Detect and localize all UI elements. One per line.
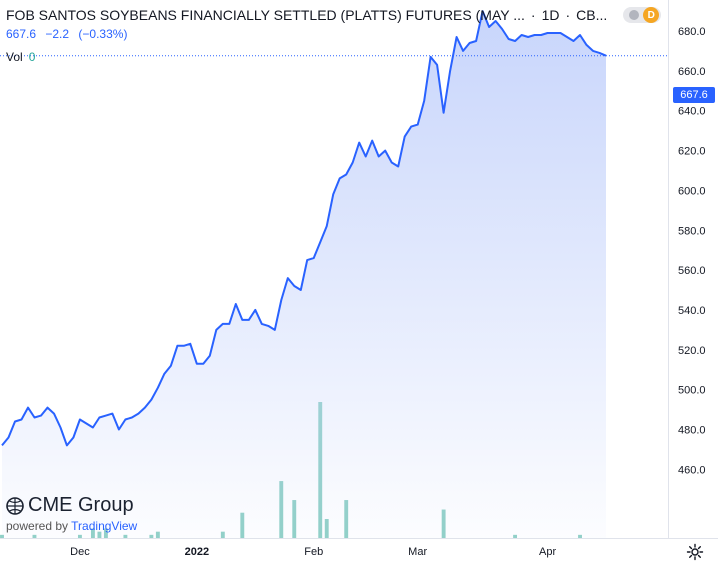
x-axis[interactable]: Dec 2022 Feb Mar Apr <box>70 546 556 558</box>
x-tick-label: Dec <box>70 546 90 558</box>
y-tick-label: 480.0 <box>678 425 706 437</box>
symbol-header[interactable]: FOB SANTOS SOYBEANS FINANCIALLY SETTLED … <box>6 6 662 24</box>
price-line <box>1 10 607 447</box>
data-status-badge[interactable]: D <box>623 7 662 23</box>
powered-prefix: powered by <box>6 519 69 533</box>
y-tick-label: 640.0 <box>678 106 706 118</box>
y-tick-label: 620.0 <box>678 146 706 158</box>
y-tick-label: 600.0 <box>678 185 706 197</box>
y-tick-label: 560.0 <box>678 265 706 277</box>
x-tick-label: Feb <box>304 546 323 558</box>
price-area-fill <box>2 11 606 539</box>
y-tick-label: 500.0 <box>678 385 706 397</box>
y-axis[interactable]: 460.0 480.0 500.0 520.0 540.0 560.0 580.0 600.0… <box>678 0 706 476</box>
volume-label: Vol <box>6 50 23 64</box>
exchange-label: CB... <box>576 7 608 23</box>
x-tick-label: 2022 <box>185 546 209 558</box>
status-dot-icon <box>629 10 640 20</box>
price-change: −2.2 <box>45 27 70 41</box>
symbol-title[interactable]: FOB SANTOS SOYBEANS FINANCIALLY SETTLED … <box>6 7 525 23</box>
y-tick-label: 520.0 <box>678 345 706 357</box>
y-tick-label: 660.0 <box>678 66 706 78</box>
y-tick-label: 580.0 <box>678 225 706 237</box>
brand-name: CME Group <box>28 494 134 516</box>
volume-bar <box>0 534 4 538</box>
x-tick-label: Mar <box>408 546 427 558</box>
cme-globe-icon <box>6 496 24 515</box>
y-tick-label: 460.0 <box>678 464 706 476</box>
gear-icon[interactable] <box>686 543 704 561</box>
powered-by: powered by TradingView <box>6 519 137 533</box>
delayed-badge-icon: D <box>643 7 660 23</box>
tradingview-name: TradingView <box>71 519 138 533</box>
y-tick-label: 680.0 <box>678 26 706 38</box>
last-price-label: 667.6 <box>673 87 715 103</box>
price-change-pct: (−0.33%) <box>78 27 128 41</box>
cme-brand: CME Group <box>6 494 137 517</box>
volume-readout: Vol 0 <box>6 50 35 64</box>
interval-label[interactable]: 1D <box>541 7 560 23</box>
separator: · <box>530 7 536 23</box>
x-tick-label: Apr <box>539 546 556 558</box>
y-tick-label: 540.0 <box>678 305 706 317</box>
cme-tradingview-logo[interactable]: CME Group powered by TradingView <box>6 494 137 533</box>
separator: · <box>565 7 571 23</box>
price-readout: 667.6 −2.2 (−0.33%) <box>6 27 133 41</box>
last-price-value: 667.6 <box>6 27 37 41</box>
volume-value: 0 <box>28 50 36 64</box>
